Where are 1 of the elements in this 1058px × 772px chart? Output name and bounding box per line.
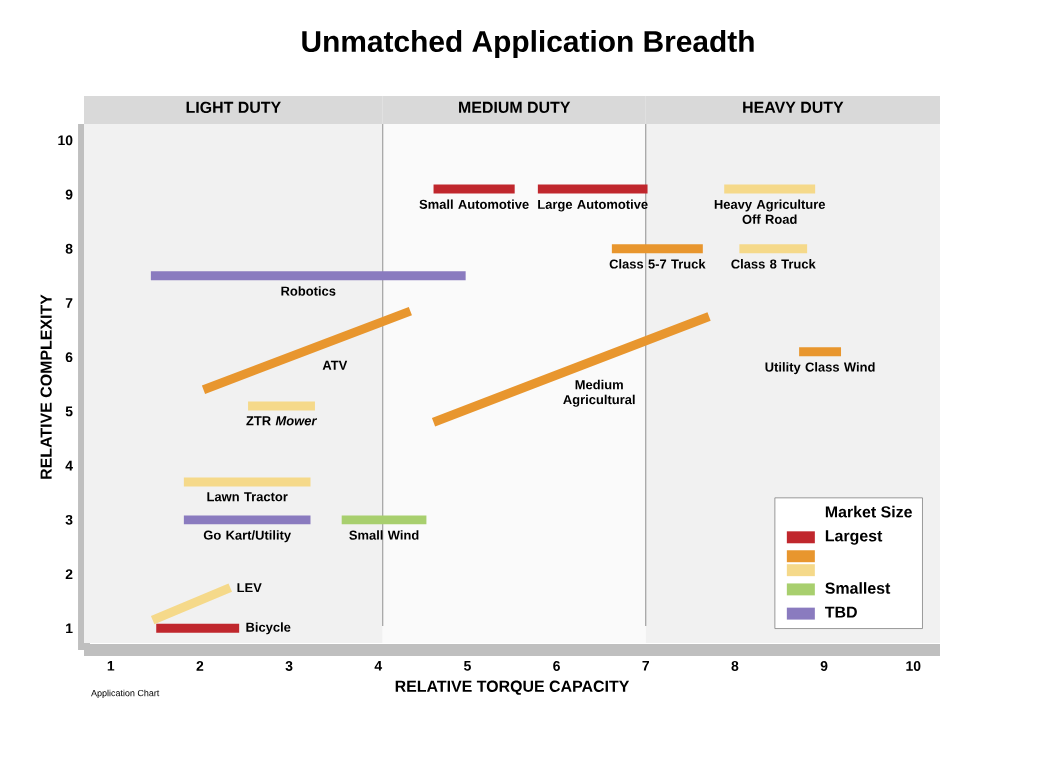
chart-title: Unmatched Application Breadth (302, 30, 754, 58)
